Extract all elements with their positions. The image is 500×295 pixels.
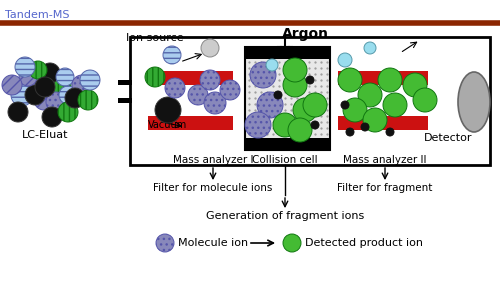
Circle shape xyxy=(383,93,407,117)
Circle shape xyxy=(363,108,387,132)
Circle shape xyxy=(338,53,352,67)
Circle shape xyxy=(11,84,33,106)
Circle shape xyxy=(274,91,282,99)
Circle shape xyxy=(413,88,437,112)
Circle shape xyxy=(266,59,278,71)
Bar xyxy=(118,98,132,103)
Text: Argon: Argon xyxy=(282,27,329,41)
Bar xyxy=(245,47,330,59)
Circle shape xyxy=(361,123,369,131)
Circle shape xyxy=(220,80,240,100)
Text: Detected product ion: Detected product ion xyxy=(305,238,423,248)
Circle shape xyxy=(25,85,45,105)
Circle shape xyxy=(341,101,349,109)
Circle shape xyxy=(15,57,35,77)
Circle shape xyxy=(80,70,100,90)
Circle shape xyxy=(46,92,66,112)
Circle shape xyxy=(338,68,362,92)
Circle shape xyxy=(303,93,327,117)
Circle shape xyxy=(245,112,271,138)
Bar xyxy=(338,116,428,130)
Circle shape xyxy=(19,68,37,86)
Circle shape xyxy=(40,63,60,83)
Ellipse shape xyxy=(458,72,490,132)
Circle shape xyxy=(31,69,53,91)
Circle shape xyxy=(65,88,85,108)
Bar xyxy=(148,71,233,85)
Circle shape xyxy=(34,90,54,110)
Circle shape xyxy=(42,107,62,127)
Text: Vacuum: Vacuum xyxy=(148,120,187,130)
Circle shape xyxy=(29,61,47,79)
Bar xyxy=(118,80,132,85)
Circle shape xyxy=(8,102,28,122)
Circle shape xyxy=(306,76,314,84)
Text: LC-Eluat: LC-Eluat xyxy=(22,130,68,140)
Circle shape xyxy=(288,118,312,142)
Text: Tandem-MS: Tandem-MS xyxy=(5,10,70,20)
Circle shape xyxy=(378,68,402,92)
Circle shape xyxy=(2,75,22,95)
Circle shape xyxy=(200,70,220,90)
Circle shape xyxy=(343,98,367,122)
Circle shape xyxy=(273,113,297,137)
Circle shape xyxy=(156,234,174,252)
Circle shape xyxy=(283,58,307,82)
Text: Ion source: Ion source xyxy=(126,33,184,43)
Text: Filter for molecule ions: Filter for molecule ions xyxy=(154,183,272,193)
Circle shape xyxy=(293,98,317,122)
Circle shape xyxy=(386,128,394,136)
Text: Generation of fragment ions: Generation of fragment ions xyxy=(206,211,364,221)
Circle shape xyxy=(145,67,165,87)
Circle shape xyxy=(257,92,283,118)
Circle shape xyxy=(346,128,354,136)
Circle shape xyxy=(364,42,376,54)
Circle shape xyxy=(403,73,427,97)
Circle shape xyxy=(72,75,92,95)
Circle shape xyxy=(250,62,276,88)
Circle shape xyxy=(283,234,301,252)
Circle shape xyxy=(58,102,78,122)
Circle shape xyxy=(311,121,319,129)
Bar xyxy=(148,116,233,130)
Circle shape xyxy=(188,85,208,105)
Text: Filter for fragment: Filter for fragment xyxy=(338,183,432,193)
Text: Detector: Detector xyxy=(424,133,472,143)
Bar xyxy=(338,71,428,85)
Circle shape xyxy=(78,90,98,110)
Bar xyxy=(130,37,490,165)
Circle shape xyxy=(358,83,382,107)
Circle shape xyxy=(283,73,307,97)
Text: Molecule ion: Molecule ion xyxy=(178,238,248,248)
Circle shape xyxy=(35,77,55,97)
Bar xyxy=(245,138,330,150)
Circle shape xyxy=(155,97,181,123)
Text: Mass analyzer I: Mass analyzer I xyxy=(173,155,254,165)
Circle shape xyxy=(59,86,77,104)
Text: Collision cell: Collision cell xyxy=(252,155,318,165)
Text: Mass analyzer II: Mass analyzer II xyxy=(343,155,427,165)
Circle shape xyxy=(201,39,219,57)
Circle shape xyxy=(165,78,185,98)
Circle shape xyxy=(49,74,71,96)
Circle shape xyxy=(163,46,181,64)
Circle shape xyxy=(204,92,226,114)
Circle shape xyxy=(56,68,74,86)
Bar xyxy=(245,47,330,150)
